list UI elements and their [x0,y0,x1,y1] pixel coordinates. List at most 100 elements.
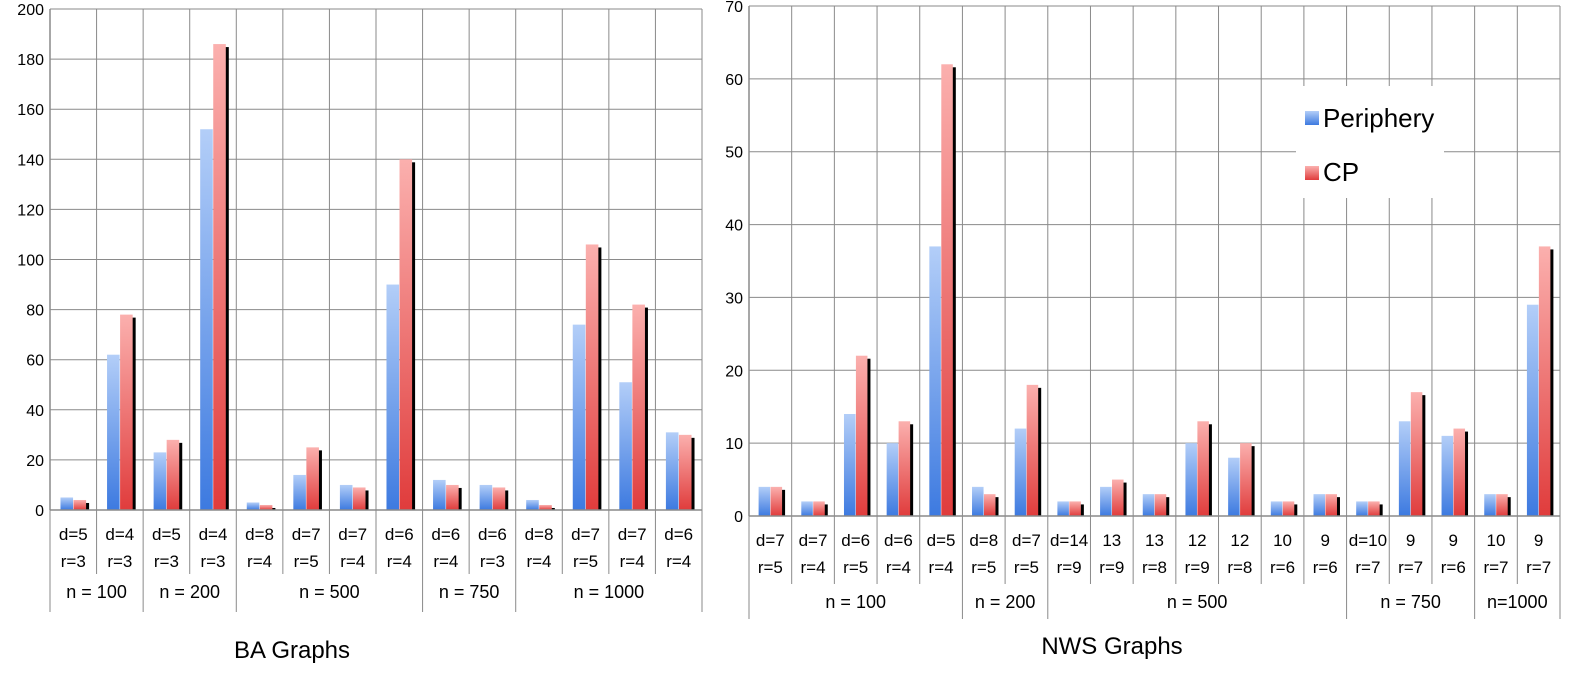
y-tick-label: 70 [725,0,743,16]
bar-periphery [386,284,400,510]
category-label-line1: d=6 [841,531,870,550]
bar-cp [492,487,506,510]
bar-cp [855,355,868,516]
bar-periphery [619,382,632,510]
bar-periphery [572,324,586,510]
category-label-line1: d=4 [105,525,134,544]
bar-cp [1368,501,1380,516]
category-label-line2: r=9 [1185,558,1210,577]
category-label-line1: 12 [1188,531,1207,550]
bar-cp [898,421,911,516]
category-label-line2: r=7 [1398,558,1423,577]
category-label-line1: d=10 [1349,531,1387,550]
bar-periphery [1057,501,1069,516]
bar-periphery [801,501,813,516]
bar-periphery [758,486,771,516]
bar-cp [1026,384,1039,516]
legend-cp-label: CP [1323,157,1359,187]
y-tick-label: 100 [17,253,44,270]
category-label-line1: d=7 [292,525,321,544]
bar-periphery [1142,494,1155,516]
bar-cp [213,44,226,510]
y-tick-label: 140 [17,152,44,169]
bar-periphery [1185,443,1197,516]
bar-cp [1112,479,1124,516]
category-label-line1: d=6 [385,525,414,544]
y-tick-label: 80 [26,303,44,320]
bar-periphery [1270,501,1283,516]
group-label: n = 200 [159,582,220,602]
bar-periphery [1313,494,1326,516]
category-label-line1: d=8 [969,531,998,550]
y-tick-label: 0 [734,509,743,526]
category-label-line2: r=5 [758,558,783,577]
bar-cp [1410,392,1423,516]
bar-cp [1197,421,1209,516]
group-label: n = 750 [1380,592,1441,612]
category-label-line2: r=4 [666,552,691,571]
category-label-line1: d=7 [571,525,600,544]
bar-cp [73,499,87,510]
category-label-line1: d=7 [799,531,828,550]
group-label: n = 500 [1167,592,1228,612]
bar-cp [166,439,180,510]
y-tick-label: 20 [26,453,44,470]
category-label-line2: r=6 [1313,558,1338,577]
category-label-line1: d=8 [525,525,554,544]
bar-cp [1282,501,1295,516]
category-label-line2: r=7 [1355,558,1380,577]
group-label: n=1000 [1487,592,1548,612]
bar-cp [1496,494,1508,516]
y-tick-label: 10 [725,436,743,453]
category-label-line1: d=7 [1012,531,1041,550]
group-label: n = 200 [975,592,1036,612]
category-label-line1: d=5 [152,525,181,544]
y-tick-label: 60 [725,72,743,89]
bar-periphery [60,497,74,510]
category-label-line1: d=6 [664,525,693,544]
nws-chart-title: NWS Graphs [1041,633,1182,660]
y-tick-label: 40 [725,218,743,235]
bar-periphery [665,432,679,510]
category-label-line1: d=7 [756,531,785,550]
category-label-line1: d=6 [431,525,460,544]
category-label-line2: r=3 [107,552,132,571]
category-label-line2: r=6 [1441,558,1466,577]
category-label-line1: 12 [1230,531,1249,550]
bar-periphery [1228,457,1240,516]
legend-periphery-label: Periphery [1323,103,1434,133]
category-label-line1: d=7 [618,525,647,544]
ba-chart: 0 20 40 60 80 100 120 140 160 180 200 d=5 r=3 d=4 r=3 d… [17,2,703,612]
y-tick-label: 0 [35,503,44,520]
category-label-line2: r=9 [1099,558,1124,577]
bar-periphery [153,452,167,510]
category-label-line1: d=6 [884,531,913,550]
y-tick-label: 200 [17,2,44,19]
bar-periphery [293,474,306,510]
category-label-line2: r=6 [1270,558,1295,577]
y-tick-label: 180 [17,52,44,69]
bar-periphery [1398,421,1411,516]
bar-cp [1154,494,1167,516]
nws-legend: Periphery CP [1296,86,1444,198]
category-label-line1: 10 [1273,531,1292,550]
category-label-line1: 9 [1321,531,1330,550]
category-label-line1: d=7 [338,525,367,544]
category-label-line1: d=5 [927,531,956,550]
bar-periphery [479,484,493,510]
category-label-line2: r=5 [843,558,868,577]
group-label: n = 100 [825,592,886,612]
bar-cp [399,159,413,511]
bar-periphery [1441,435,1454,516]
category-label-line1: 10 [1487,531,1506,550]
bar-periphery [526,499,539,510]
bar-periphery [246,502,260,510]
category-label-line1: d=6 [478,525,507,544]
bar-cp [120,314,133,510]
bar-cp [259,504,273,510]
bar-periphery [1014,428,1027,516]
category-label-line1: d=8 [245,525,274,544]
category-label-line2: r=4 [387,552,412,571]
category-label-line2: r=7 [1526,558,1551,577]
